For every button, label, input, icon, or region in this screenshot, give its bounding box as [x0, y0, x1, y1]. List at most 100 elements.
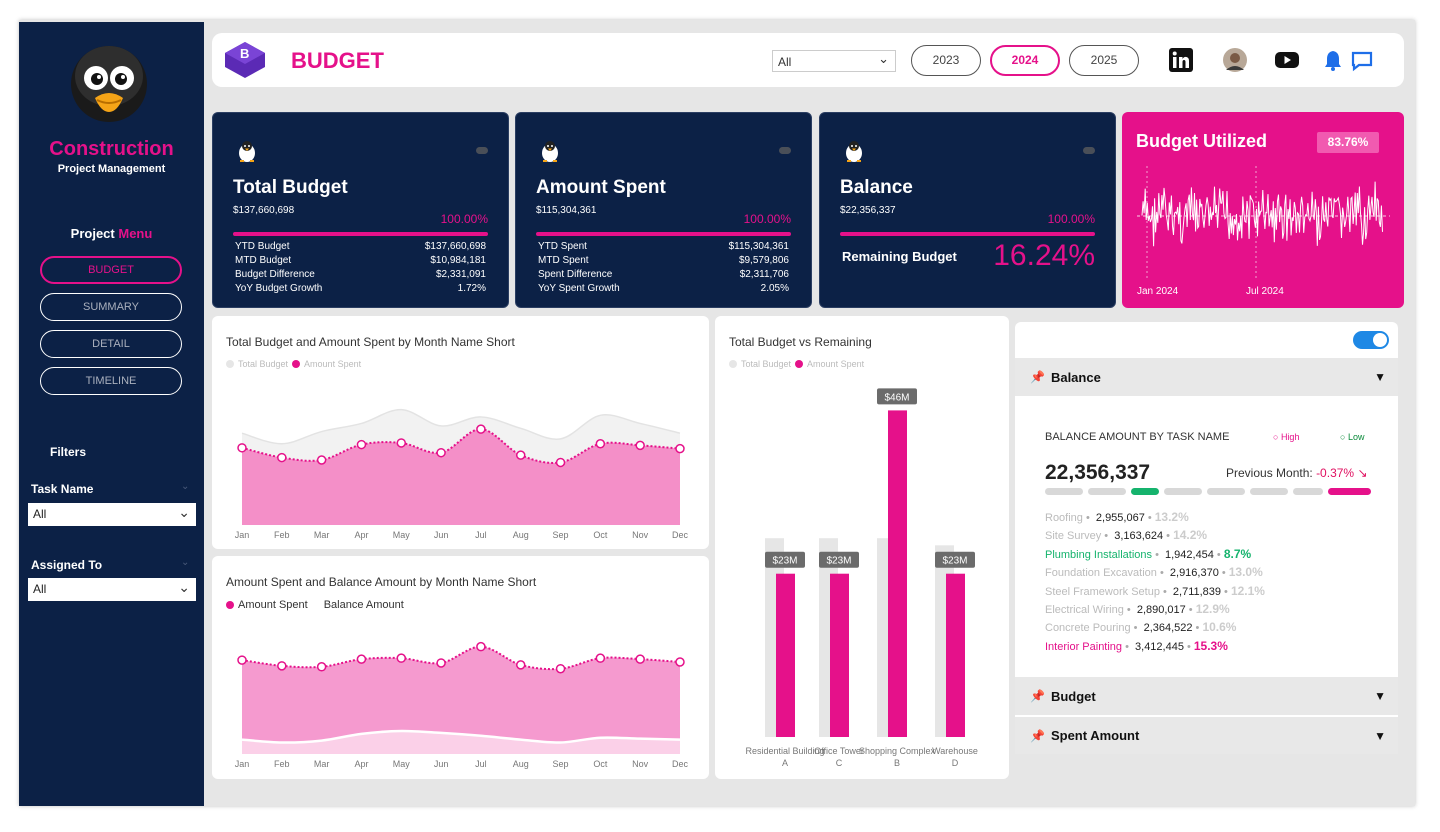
kpi-row-label: Spent Difference — [538, 269, 613, 280]
x-tick-label: Jan — [235, 530, 250, 540]
x-tick-label: Jul — [475, 759, 487, 769]
kpi-row: YTD Spent $115,304,361 — [538, 240, 789, 254]
task-row[interactable]: Roofing • 2,955,067 • 13.2% — [1045, 509, 1265, 527]
task-name: Steel Framework Setup — [1045, 585, 1160, 598]
x-tick-label: Feb — [274, 759, 290, 769]
chat-icon[interactable] — [1350, 47, 1374, 73]
x-tick-label: Jul — [475, 530, 487, 540]
year-2025-button[interactable]: 2025 — [1069, 45, 1139, 76]
year-2023-button[interactable]: 2023 — [911, 45, 981, 76]
bullet: • — [1130, 622, 1141, 635]
x-tick-label: Jun — [434, 530, 449, 540]
kpi-row-value: $137,660,698 — [424, 241, 486, 252]
task-row[interactable]: Concrete Pouring • 2,364,522 • 10.6% — [1045, 619, 1265, 637]
balance-card: Balance $22,356,337 100.00% Remaining Bu… — [819, 112, 1116, 308]
bullet: • — [1122, 640, 1133, 653]
series-area — [242, 646, 680, 754]
legend-label: Balance Amount — [323, 599, 404, 611]
legend-label: Amount Spent — [807, 359, 865, 369]
bullet: • — [1216, 548, 1224, 561]
legend-label: Amount Spent — [238, 599, 308, 611]
pin-icon: 📌 — [1030, 728, 1045, 743]
chart-title: Total Budget and Amount Spent by Month N… — [226, 335, 515, 349]
budget-accordion-header[interactable]: 📌 Budget ▼ — [1015, 677, 1398, 715]
menu-title: Project Menu — [19, 226, 204, 241]
bullet: • — [1186, 640, 1194, 653]
x-tick-label: A — [782, 758, 788, 768]
remaining-budget-label: Remaining Budget — [842, 249, 957, 264]
assigned-to-select[interactable]: All ⌄ — [28, 578, 196, 601]
data-point — [595, 439, 606, 449]
indicator-dot — [476, 147, 488, 154]
utilized-title: Budget Utilized — [1136, 131, 1267, 151]
chevron-down-icon[interactable]: ⌄ — [181, 557, 190, 568]
balance-accordion-body — [1015, 398, 1398, 676]
legend-swatch — [292, 360, 301, 368]
chevron-down-icon: ⌄ — [178, 579, 190, 595]
assigned-to-label: Assigned To — [31, 558, 103, 572]
chart-legend: Total Budget Amount Spent — [729, 359, 864, 369]
penguin-icon — [239, 141, 255, 162]
spent-amount-accordion-header[interactable]: 📌 Spent Amount ▼ — [1015, 717, 1398, 754]
task-row[interactable]: Steel Framework Setup • 2,711,839 • 12.1% — [1045, 583, 1265, 601]
kpi-row-value: 2.05% — [760, 283, 789, 294]
task-row[interactable]: Site Survey • 3,163,624 • 14.2% — [1045, 527, 1265, 545]
kpi-row-value: $2,311,706 — [739, 269, 789, 280]
legend-swatch — [795, 360, 804, 368]
nav-detail-button[interactable]: DETAIL — [40, 330, 182, 358]
data-point — [675, 443, 685, 454]
task-row[interactable]: Foundation Excavation • 2,916,370 • 13.0% — [1045, 564, 1265, 582]
bar-amount-spent — [830, 573, 849, 737]
task-row[interactable]: Electrical Wiring • 2,890,017 • 12.9% — [1045, 601, 1265, 619]
year-2024-button[interactable]: 2024 — [990, 45, 1060, 76]
low-legend: ○ Low — [1340, 432, 1365, 442]
kpi-row-value: $9,579,806 — [738, 255, 789, 266]
task-name-value: All — [33, 507, 47, 521]
task-row[interactable]: Plumbing Installations • 1,942,454 • 8.7% — [1045, 546, 1265, 564]
task-name-select[interactable]: All ⌄ — [28, 503, 196, 526]
x-tick-label: B — [894, 758, 900, 768]
nav-timeline-button[interactable]: TIMELINE — [40, 367, 182, 395]
data-label: $23M — [942, 556, 967, 567]
x-tick-label: Shopping Complex — [859, 746, 936, 756]
x-tick-label: Jun — [434, 759, 449, 769]
series-area — [242, 730, 680, 754]
kpi-title: Amount Spent — [536, 177, 666, 198]
avatar[interactable] — [1222, 47, 1248, 73]
assigned-to-value: All — [33, 582, 47, 596]
chevron-down-icon[interactable]: ⌄ — [181, 481, 190, 492]
bell-icon[interactable] — [1322, 47, 1344, 73]
chart-title: Amount Spent and Balance Amount by Month… — [226, 575, 537, 589]
svg-text:B: B — [240, 46, 249, 61]
data-point — [555, 457, 566, 468]
prev-value: -0.37% — [1316, 466, 1355, 480]
accordion-label: Spent Amount — [1050, 728, 1140, 743]
nav-budget-button[interactable]: BUDGET — [40, 256, 182, 284]
prev-label: Previous Month: — [1226, 466, 1313, 480]
balance-accordion-header[interactable]: 📌 Balance ▼ — [1015, 358, 1398, 396]
data-label-bg — [819, 551, 859, 568]
x-tick-label: Aug — [513, 530, 529, 540]
bullet: • — [1123, 604, 1134, 617]
x-tick-label: Mar — [314, 759, 330, 769]
task-row[interactable]: Interior Painting • 3,412,445 • 15.3% — [1045, 638, 1265, 656]
kpi-pct: 100.00% — [440, 212, 488, 226]
x-tick-label: Jul 2024 — [1246, 286, 1284, 297]
nav-summary-button[interactable]: SUMMARY — [40, 293, 182, 321]
linkedin-icon[interactable] — [1168, 47, 1194, 73]
segment — [1131, 488, 1159, 495]
task-pct: 8.7% — [1223, 546, 1252, 561]
header-filter-select[interactable]: All ⌄ — [772, 50, 896, 72]
data-point — [515, 450, 526, 460]
kpi-value: $137,660,698 — [233, 205, 295, 216]
series-line — [241, 729, 681, 744]
segment — [1207, 488, 1245, 495]
youtube-icon[interactable] — [1274, 47, 1300, 73]
panel-toggle[interactable] — [1353, 331, 1389, 349]
visual-title: BALANCE AMOUNT BY TASK NAME — [1045, 431, 1230, 443]
kpi-row-value: $2,331,091 — [435, 269, 486, 280]
low-label: Low — [1347, 432, 1365, 442]
task-name: Roofing — [1045, 512, 1083, 524]
data-point — [436, 447, 446, 458]
x-tick-label: Residential Building — [745, 746, 824, 756]
